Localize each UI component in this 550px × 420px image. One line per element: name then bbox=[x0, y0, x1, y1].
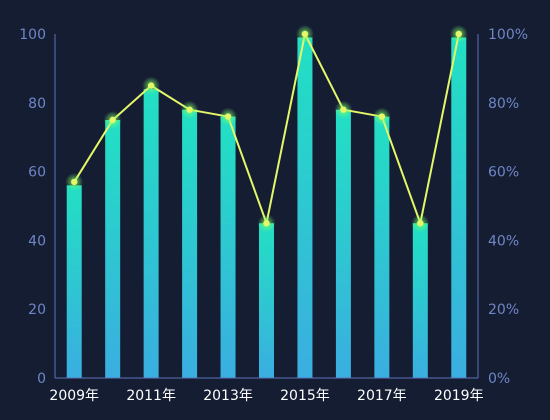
tick-labels: 0 20 40 60 80 100 0% 20% 40% 60% 80% 100% 2009年 2011年… bbox=[19, 27, 528, 404]
line-point-2011年 bbox=[142, 76, 161, 95]
x-tick-label: 2019年 bbox=[434, 388, 484, 404]
left-tick-label: 80 bbox=[28, 96, 46, 112]
line-point-2016年 bbox=[334, 100, 353, 119]
bar-2017年 bbox=[374, 116, 390, 378]
left-tick-label: 100 bbox=[19, 27, 46, 43]
right-tick-label: 40% bbox=[488, 233, 519, 249]
bar-series bbox=[66, 37, 467, 379]
line-series bbox=[73, 33, 460, 225]
bar-2016年 bbox=[335, 109, 351, 379]
x-tick-label: 2011年 bbox=[126, 388, 176, 404]
line-point-2013年 bbox=[219, 107, 238, 126]
x-tick-label: 2013年 bbox=[203, 388, 253, 404]
line-point-2017年 bbox=[372, 107, 391, 126]
line-point-2019年 bbox=[449, 25, 468, 43]
bar-2010年 bbox=[105, 120, 121, 378]
axes bbox=[54, 34, 479, 379]
bar-2011年 bbox=[143, 89, 159, 378]
right-tick-label: 80% bbox=[488, 96, 519, 112]
line-point-2009年 bbox=[65, 172, 84, 191]
bar-2015年 bbox=[297, 37, 313, 378]
line-point-2015年 bbox=[295, 25, 314, 43]
bar-2012年 bbox=[182, 109, 198, 379]
x-tick-label: 2009年 bbox=[49, 388, 99, 404]
line-point-2018年 bbox=[411, 214, 430, 233]
line-markers bbox=[65, 25, 468, 233]
left-tick-label: 20 bbox=[28, 302, 46, 318]
x-tick-label: 2015年 bbox=[280, 388, 330, 404]
left-tick-label: 0 bbox=[37, 371, 46, 387]
x-tick-label: 2017年 bbox=[357, 388, 407, 404]
bar-2014年 bbox=[259, 223, 274, 378]
line-point-2010年 bbox=[103, 111, 122, 129]
right-tick-label: 100% bbox=[488, 27, 528, 43]
bar-2019年 bbox=[451, 37, 467, 378]
line-point-2014年 bbox=[257, 214, 276, 233]
right-tick-label: 20% bbox=[488, 302, 519, 318]
left-tick-label: 60 bbox=[28, 165, 46, 181]
bar-2009年 bbox=[66, 185, 82, 378]
bar-2018年 bbox=[412, 223, 428, 378]
right-tick-label: 0% bbox=[488, 371, 510, 387]
line-path bbox=[73, 33, 460, 225]
right-tick-label: 60% bbox=[488, 165, 519, 181]
bar-2013年 bbox=[220, 116, 236, 378]
left-tick-label: 40 bbox=[28, 233, 46, 249]
line-point-2012年 bbox=[180, 100, 199, 119]
